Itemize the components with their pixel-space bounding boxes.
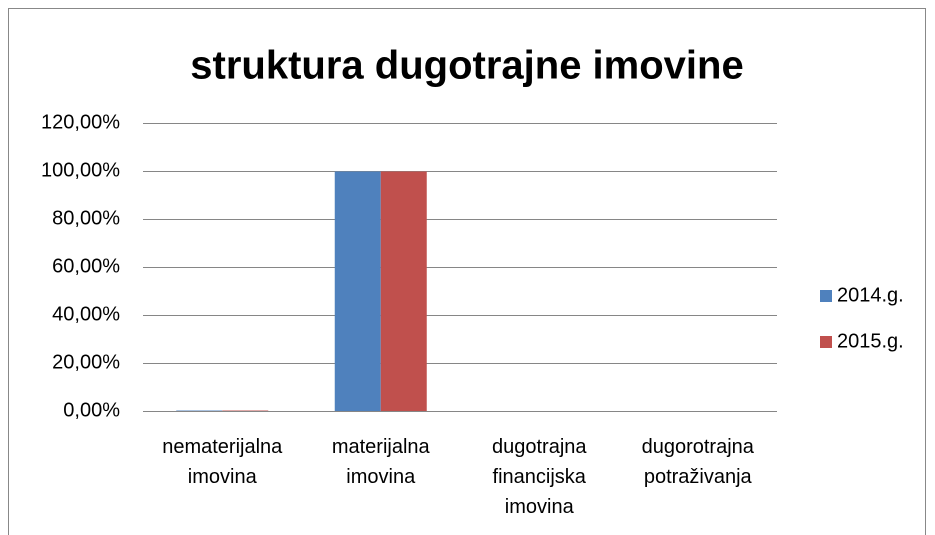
y-tick-label: 100,00% [41, 159, 120, 181]
bar [380, 171, 427, 411]
chart-frame [8, 8, 926, 535]
y-tick-label: 80,00% [52, 207, 120, 229]
legend-swatch [820, 290, 832, 302]
x-tick-label: materijalna imovina [332, 436, 431, 488]
y-tick-label: 40,00% [52, 303, 120, 325]
chart-title: struktura dugotrajne imovine [190, 44, 743, 88]
legend-swatch [820, 336, 832, 348]
x-tick-label: nematerijalna imovina [162, 436, 283, 488]
y-tick-label: 20,00% [52, 351, 120, 373]
y-tick-label: 60,00% [52, 255, 120, 277]
y-tick-label: 0,00% [63, 399, 120, 421]
legend-label: 2015.g. [837, 330, 904, 352]
legend-label: 2014.g. [837, 284, 904, 306]
x-tick-label: dugotrajna financijska imovina [492, 436, 587, 518]
x-tick-label: dugorotrajna potraživanja [642, 436, 755, 488]
bar [334, 171, 381, 411]
y-tick-label: 120,00% [41, 111, 120, 133]
